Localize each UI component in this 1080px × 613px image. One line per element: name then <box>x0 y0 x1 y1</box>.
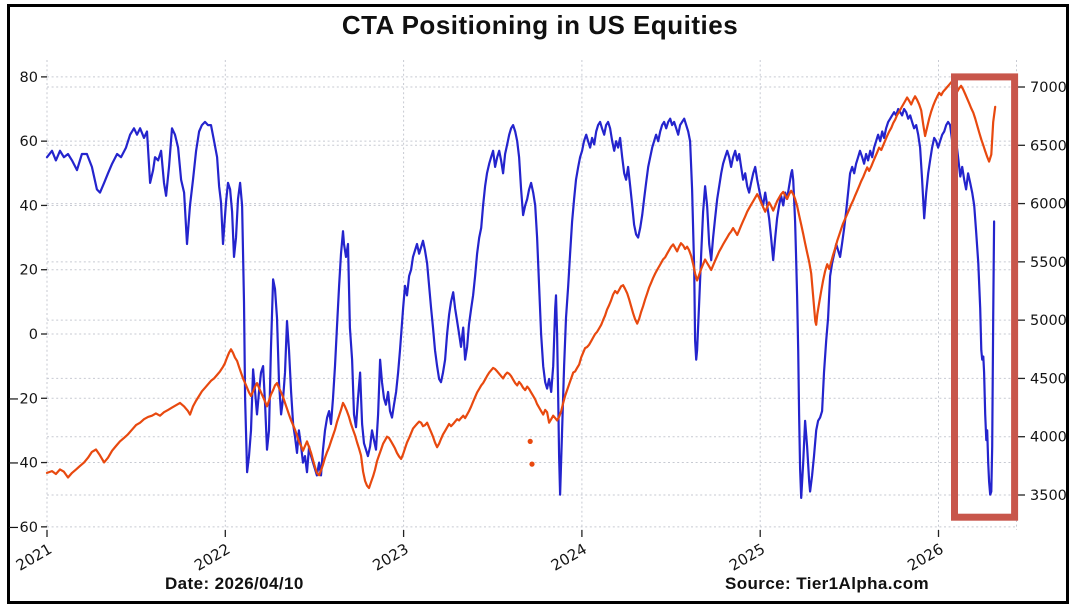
x-axis-tick-label: 2024 <box>548 540 590 575</box>
spx-line <box>45 81 997 490</box>
right-axis-tick-label: 5500 <box>1030 255 1067 271</box>
right-axis-tick-label: 4500 <box>1030 371 1067 387</box>
left-axis-tick-label: 80 <box>20 70 38 86</box>
right-axis-tick-label: 7000 <box>1030 80 1067 96</box>
x-axis-tick-label: 2023 <box>370 540 412 575</box>
right-axis-tick-label: 4000 <box>1030 430 1067 446</box>
cta-positioning-line <box>45 107 996 499</box>
date-annotation: Date: 2026/04/10 <box>165 574 304 593</box>
right-axis-tick-label: 6000 <box>1030 197 1067 213</box>
left-axis-tick-label: −20 <box>7 391 38 407</box>
scatter-dot <box>527 438 533 444</box>
left-axis-tick-label: 0 <box>29 327 38 343</box>
right-axis-tick-label: 5000 <box>1030 313 1067 329</box>
right-axis-tick-label: 6500 <box>1030 138 1067 154</box>
right-axis-tick-label: 3500 <box>1030 488 1067 504</box>
figure-frame <box>7 4 1069 604</box>
x-axis-tick-label: 2021 <box>13 540 55 575</box>
x-axis-tick-label: 2022 <box>191 540 233 575</box>
x-axis-tick-label: 2026 <box>904 540 946 575</box>
chart-title: CTA Positioning in US Equities <box>341 10 739 40</box>
x-axis-tick-label: 2025 <box>726 540 768 575</box>
scatter-dot <box>529 461 535 467</box>
left-axis-tick-label: −40 <box>7 456 38 472</box>
left-axis-tick-label: 60 <box>20 134 38 150</box>
left-axis-tick-label: −60 <box>7 520 38 536</box>
highlight-box <box>951 73 1019 521</box>
left-axis-tick-label: 40 <box>20 198 38 214</box>
source-annotation: Source: Tier1Alpha.com <box>725 574 930 593</box>
left-axis-tick-label: 20 <box>20 263 38 279</box>
